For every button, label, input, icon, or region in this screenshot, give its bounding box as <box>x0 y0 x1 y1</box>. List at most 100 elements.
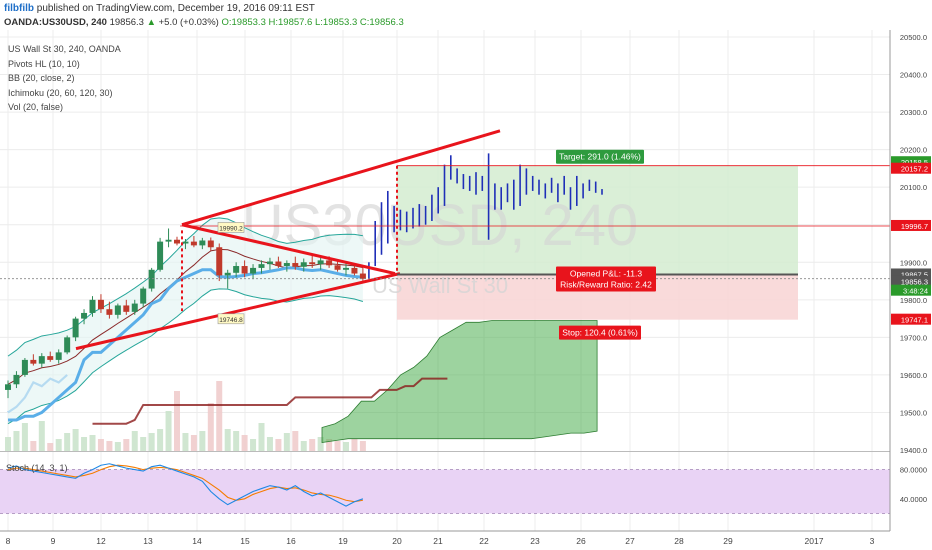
time-tick-label: 20 <box>392 536 402 546</box>
candle-body <box>148 269 155 289</box>
price-tag: 19747.1 <box>901 316 928 325</box>
time-axis-labels: 8 9 12 13 14 15 16 19 20 21 22 23 26 27 28 29 2017 3 <box>6 536 875 546</box>
candle-body <box>283 263 290 267</box>
candle-body <box>123 305 130 312</box>
candle-body <box>174 239 180 244</box>
last-price: 19856.3 <box>109 17 144 28</box>
position-labels[interactable]: Target: 291.0 (1.46%) Opened P&L: -11.3Ri… <box>556 149 656 340</box>
time-tick-label: 22 <box>479 536 489 546</box>
volume-bar <box>157 429 164 451</box>
volume-bar <box>30 441 37 451</box>
candle-body <box>106 309 113 315</box>
legend-item[interactable]: US Wall St 30, 240, OANDA <box>8 44 121 54</box>
candle-body <box>157 241 164 270</box>
target-label: Target: 291.0 (1.46%) <box>559 152 641 162</box>
time-tick-label: 2017 <box>805 536 824 546</box>
volume-bar <box>309 439 316 451</box>
price-change: +5.0 (+0.03%) <box>158 17 219 28</box>
volume-bar <box>123 439 130 451</box>
volume-bar <box>131 431 138 451</box>
volume-bar <box>233 431 240 451</box>
price-tick-label: 20500.0 <box>900 33 927 42</box>
pivot-labels: 19990.2 19746.8 <box>217 222 245 325</box>
volume-bar <box>359 441 366 451</box>
volume-bar <box>266 437 273 451</box>
stoch-tick-label: 80.0000 <box>900 466 927 475</box>
ichimoku-cloud-area <box>321 320 598 443</box>
time-tick-label: 19 <box>338 536 348 546</box>
candle-body <box>47 356 54 360</box>
candle-body <box>351 267 358 274</box>
triangle-trendlines[interactable] <box>75 129 501 351</box>
legend-item[interactable]: Pivots HL (10, 10) <box>8 58 80 69</box>
candle-body <box>343 267 349 270</box>
time-tick-label: 14 <box>192 536 202 546</box>
ichimoku-lagging-line <box>92 377 448 425</box>
candle-body <box>317 260 324 265</box>
change-up-icon: ▲ <box>146 17 156 28</box>
volume-bar <box>317 437 324 451</box>
candle-body <box>21 359 28 375</box>
stoch-label: Stoch (14, 3, 1) <box>6 463 68 473</box>
price-tick-label: 20200.0 <box>900 146 927 155</box>
time-tick-label: 23 <box>530 536 540 546</box>
author-name[interactable]: filbfilb <box>4 3 34 14</box>
legend-item[interactable]: Ichimoku (20, 60, 120, 30) <box>8 87 113 98</box>
candle-body <box>199 240 206 246</box>
stoch-oscillator[interactable] <box>0 463 890 514</box>
time-tick-label: 8 <box>6 536 11 546</box>
price-tag: 19867.5 <box>901 270 928 279</box>
price-tick-label: 20400.0 <box>900 71 927 80</box>
published-text: published on TradingView.com, December 1… <box>36 3 315 14</box>
lower-trendline <box>75 272 401 351</box>
symbol-label[interactable]: OANDA:US30USD, 240 <box>4 17 107 28</box>
legend-item[interactable]: Vol (20, false) <box>8 102 64 112</box>
candle-body <box>258 264 265 268</box>
volume-bar <box>89 435 96 451</box>
triangle-apex-line <box>181 223 396 275</box>
candle-body <box>165 239 172 242</box>
candle-body <box>13 374 20 385</box>
candles <box>5 228 366 399</box>
price-tick-label: 19800.0 <box>900 296 927 305</box>
time-tick-label: 13 <box>143 536 153 546</box>
candle-body <box>334 265 341 270</box>
legend-item[interactable]: BB (20, close, 2) <box>8 73 75 83</box>
publish-line: filbfilb published on TradingView.com, D… <box>4 3 315 14</box>
indicator-legend: US Wall St 30, 240, OANDA Pivots HL (10, … <box>8 42 121 115</box>
volume-bar <box>216 381 223 451</box>
candle-body <box>182 241 189 244</box>
volume-bar <box>334 441 341 451</box>
volume-bar <box>224 429 231 451</box>
volume-bar <box>5 437 11 451</box>
price-tag-box <box>891 313 931 325</box>
candle-body <box>300 262 307 267</box>
close-value: C:19856.3 <box>359 17 404 28</box>
projection-bars <box>368 153 603 280</box>
time-axis[interactable] <box>0 531 932 550</box>
volume-bar <box>283 433 290 451</box>
volume-bar <box>258 423 265 451</box>
upper-trendline <box>181 129 501 227</box>
price-tag: 20157.2 <box>901 165 928 174</box>
volume-bar <box>326 439 333 451</box>
time-tick-label: 21 <box>433 536 443 546</box>
stoch-band <box>0 469 890 514</box>
candle-body <box>114 305 121 315</box>
price-tags: 20158.520157.219996.719867.519856.33:48:… <box>891 156 931 325</box>
volume-bar <box>343 442 349 451</box>
price-tick-label: 19500.0 <box>900 408 927 417</box>
volume-bar <box>182 433 189 451</box>
price-tick-label: 20100.0 <box>900 183 927 192</box>
price-tag: 19996.7 <box>901 222 928 231</box>
stoch-pane-border <box>0 451 890 452</box>
time-tick-label: 12 <box>96 536 106 546</box>
price-axis-labels: 20500.020400.020300.020200.020100.020000… <box>900 33 927 455</box>
volume-bar <box>114 442 121 451</box>
candle-body <box>359 273 366 279</box>
stop-label-box <box>559 325 641 340</box>
candle-body <box>224 272 231 276</box>
price-tick-label: 19400.0 <box>900 446 927 455</box>
price-tag-box <box>891 156 931 168</box>
